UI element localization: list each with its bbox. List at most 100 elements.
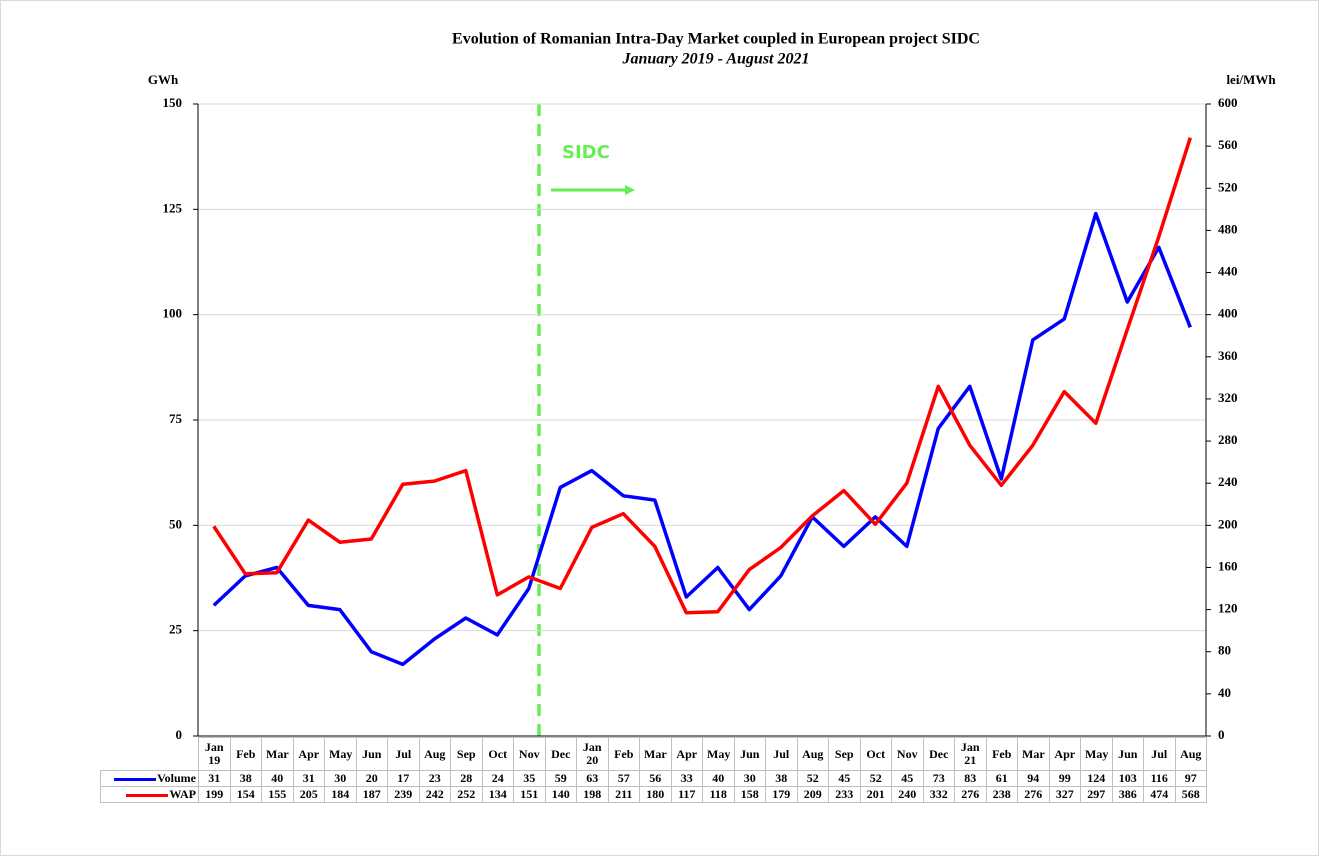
y2-tick-label: 120 [1218,601,1238,616]
x-tick-label: Aug [1174,737,1207,771]
data-cell: 240 [891,786,924,803]
legend-entry: WAP [100,786,199,803]
data-cell: 73 [922,770,955,787]
data-cell: 56 [639,770,672,787]
data-cell: 28 [450,770,483,787]
data-cell: 239 [387,786,420,803]
x-tick-label: Mar [261,737,294,771]
y2-tick-label: 600 [1218,95,1238,110]
annotation: SIDC [562,142,610,163]
x-tick-label: Sep [450,737,483,771]
chart-subtitle: January 2019 - August 2021 [622,51,810,68]
x-tick-label: Jul [765,737,798,771]
data-cell: 332 [922,786,955,803]
data-cell: 20 [355,770,388,787]
y2-tick-label: 320 [1218,390,1238,405]
data-cell: 61 [985,770,1018,787]
data-cell: 276 [1017,786,1050,803]
data-cell: 31 [292,770,325,787]
x-tick-label: Dec [544,737,577,771]
data-cell: 17 [387,770,420,787]
sidc-arrow-head [625,185,635,195]
data-cell: 24 [481,770,514,787]
data-cell: 386 [1111,786,1144,803]
data-cell: 31 [198,770,231,787]
data-cell: 184 [324,786,357,803]
data-cell: 198 [576,786,609,803]
data-cell: 151 [513,786,546,803]
data-cell: 205 [292,786,325,803]
y2-tick-label: 160 [1218,558,1238,573]
data-cell: 40 [702,770,735,787]
x-tick-label: Apr [292,737,325,771]
x-tick-label: Apr [670,737,703,771]
data-cell: 155 [261,786,294,803]
data-cell: 180 [639,786,672,803]
y-tick-label: 0 [176,727,183,742]
corner-cell [101,738,199,771]
y-axis-label: GWh [148,72,179,87]
data-cell: 52 [859,770,892,787]
data-cell: 134 [481,786,514,803]
data-cell: 233 [828,786,861,803]
y2-axis-label: lei/MWh [1226,72,1276,87]
x-tick-label: Jun [1111,737,1144,771]
y2-tick-label: 560 [1218,137,1238,152]
data-cell: 238 [985,786,1018,803]
x-tick-label: Mar [1017,737,1050,771]
x-tick-label: Jan 20 [576,737,609,771]
x-tick-label: Oct [859,737,892,771]
x-tick-label: Nov [513,737,546,771]
data-cell: 83 [954,770,987,787]
data-cell: 94 [1017,770,1050,787]
y2-tick-label: 0 [1218,727,1225,742]
x-tick-label: May [324,737,357,771]
y-tick-label: 75 [169,411,183,426]
series-line [212,137,1192,615]
series-row: Volume 31 38 40 31 30 20 17 23 28 24 35 59 63 57 56 33 40… [100,770,1207,787]
data-cell: 30 [733,770,766,787]
legend-entry: Volume [100,770,199,787]
data-cell: 187 [355,786,388,803]
x-tick-label: May [702,737,735,771]
y-tick-label: 50 [169,516,182,531]
data-cell: 154 [229,786,262,803]
data-cell: 35 [513,770,546,787]
data-cell: 179 [765,786,798,803]
data-cell: 97 [1174,770,1207,787]
x-tick-label: Jan 21 [954,737,987,771]
x-tick-label: Aug [418,737,451,771]
data-cell: 33 [670,770,703,787]
y2-tick-label: 520 [1218,179,1238,194]
x-tick-label: May [1080,737,1113,771]
data-cell: 40 [261,770,294,787]
x-tick-label: Dec [922,737,955,771]
data-cell: 211 [607,786,640,803]
y2-tick-label: 280 [1218,432,1238,447]
data-cell: 201 [859,786,892,803]
series-line [212,211,1192,667]
legend-label: WAP [169,787,196,801]
y2-tick-label: 480 [1218,221,1238,236]
data-cell: 327 [1048,786,1081,803]
data-cell: 199 [198,786,231,803]
data-cell: 276 [954,786,987,803]
y-tick-label: 25 [169,622,183,637]
y-tick-label: 100 [163,306,183,321]
data-cell: 57 [607,770,640,787]
data-cell: 103 [1111,770,1144,787]
x-tick-label: Feb [229,737,262,771]
data-cell: 124 [1080,770,1113,787]
x-tick-label: Apr [1048,737,1081,771]
data-cell: 52 [796,770,829,787]
x-tick-label: Jun [733,737,766,771]
y2-tick-label: 360 [1218,348,1238,363]
y2-tick-label: 240 [1218,474,1238,489]
x-tick-label: Feb [607,737,640,771]
x-tick-label: Feb [985,737,1018,771]
y2-tick-label: 200 [1218,516,1238,531]
x-tick-label: Jul [387,737,420,771]
data-cell: 63 [576,770,609,787]
data-cell: 242 [418,786,451,803]
